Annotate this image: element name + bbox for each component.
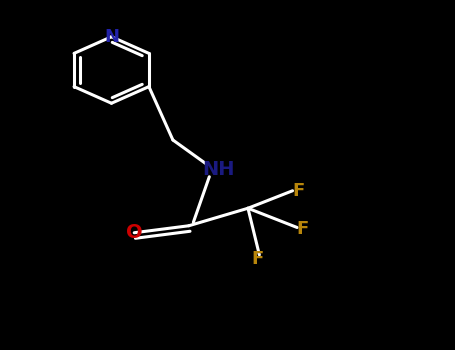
Text: NH: NH	[202, 160, 235, 179]
Text: N: N	[104, 28, 119, 46]
Text: F: F	[292, 182, 304, 200]
Text: F: F	[297, 220, 308, 238]
Text: F: F	[251, 250, 263, 268]
Text: O: O	[126, 223, 142, 242]
